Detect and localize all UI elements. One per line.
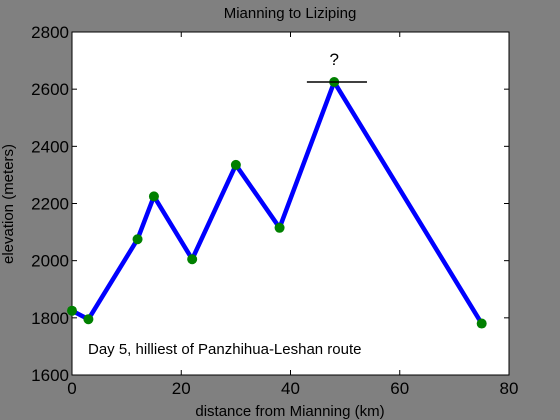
- data-point-marker: [187, 254, 198, 265]
- y-tick-label: 1600: [31, 366, 69, 385]
- y-axis-label: elevation (meters): [0, 144, 17, 264]
- y-tick-label: 2600: [31, 80, 69, 99]
- x-axis-label: distance from Mianning (km): [195, 403, 384, 420]
- chart-title: Mianning to Liziping: [224, 5, 357, 22]
- y-tick-label: 2800: [31, 23, 69, 42]
- route-note-annotation: Day 5, hilliest of Panzhihua-Leshan rout…: [88, 341, 362, 358]
- data-point-marker: [132, 234, 143, 245]
- data-point-marker: [67, 305, 77, 316]
- x-tick-label: 60: [390, 379, 409, 398]
- x-tick-label: 0: [67, 379, 76, 398]
- data-point-marker: [274, 222, 285, 233]
- y-tick-label: 2000: [31, 252, 69, 271]
- data-point-marker: [230, 159, 241, 170]
- x-tick-label: 20: [172, 379, 191, 398]
- y-tick-label: 2200: [31, 195, 69, 214]
- data-point-marker: [476, 318, 487, 329]
- question-mark-annotation: ?: [329, 50, 338, 69]
- data-point-marker: [148, 191, 159, 202]
- y-tick-label: 2400: [31, 137, 69, 156]
- y-tick-label: 1800: [31, 309, 69, 328]
- data-point-marker: [83, 314, 94, 325]
- x-tick-label: 80: [500, 379, 519, 398]
- x-tick-label: 40: [281, 379, 300, 398]
